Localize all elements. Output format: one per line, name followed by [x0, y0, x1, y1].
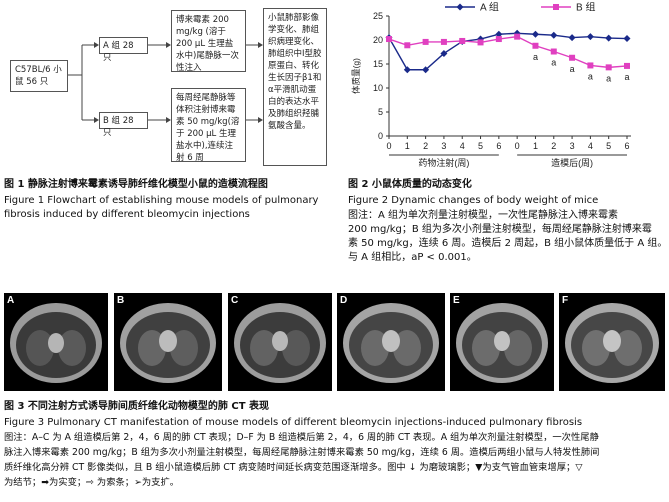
fig1-caption-cn: 图 1 静脉注射博来霉素诱导肺纤维化模型小鼠的造模流程图 — [4, 179, 268, 190]
legend-label-1: A 组 — [480, 1, 499, 14]
series-point-b — [550, 48, 557, 55]
y-tick-label: 15 — [373, 59, 383, 69]
y-axis-label: 体质量(g) — [351, 58, 361, 94]
ct-panel-c: C — [228, 293, 332, 391]
fig2-note-1: 图注：A 组为单次剂量注射模型，一次性尾静脉注入博来霉素 — [348, 210, 619, 221]
x-tick-label: 0 — [386, 141, 391, 151]
fig1-caption-en1: Figure 1 Flowchart of establishing mouse… — [4, 195, 319, 206]
fig3-note-2: 脉注入博来霉素 200 mg/kg；B 组为多次小剂量注射模型，每周经尾静脉注射… — [4, 447, 600, 458]
significance-mark: a — [551, 58, 556, 68]
group-b-box: B 组 28 只 — [99, 112, 148, 138]
y-tick-label: 0 — [378, 131, 383, 141]
series-point-a — [623, 35, 631, 43]
series-point-b — [477, 39, 484, 46]
x-tick-label: 1 — [533, 141, 538, 151]
ct-label-f: F — [562, 295, 569, 306]
significance-mark: a — [606, 73, 611, 83]
series-point-a — [403, 66, 411, 74]
ct-panel-d: D — [337, 293, 445, 391]
series-point-b — [605, 64, 612, 71]
y-tick-label: 20 — [373, 35, 383, 45]
ct-panel-b: B — [114, 293, 222, 391]
x-tick-label: 3 — [441, 141, 446, 151]
fig2-note-2: 200 mg/kg；B 组为多次小剂量注射模型，每周经尾静脉注射博来霉 — [348, 224, 652, 235]
series-point-b — [532, 42, 539, 49]
series-point-b — [422, 38, 429, 45]
series-point-a — [495, 30, 503, 38]
ct-panel-f: F — [559, 293, 665, 391]
series-point-a — [568, 34, 576, 42]
x-tick-label: 5 — [606, 141, 611, 151]
ct-label-a: A — [7, 295, 15, 306]
x-tick-label: 2 — [551, 141, 556, 151]
x-tick-label: 1 — [405, 141, 410, 151]
x-tick-label: 3 — [570, 141, 575, 151]
series-point-a — [531, 30, 539, 38]
y-tick-label: 10 — [373, 83, 383, 93]
x-group-label-after: 造模后(周) — [551, 157, 593, 168]
group-a-protocol: 博来霉素 200 mg/kg (溶于 200 μL 生理盐水中)尾静脉一次性注入 — [171, 10, 246, 73]
fig2-note-4: 与 A 组相比，aP < 0.001。 — [348, 252, 477, 263]
outcome-box: 小鼠肺部影像学变化、肺组织病理变化、肺组织中Ⅰ型胶原蛋白、转化生长因子β1和α平… — [263, 8, 327, 166]
body-weight-chart: 0 5 10 15 20 25 0 1 2 3 4 5 6 0 1 2 3 4 5 6 体质量(g) 药物注射(周) 造模后… — [351, 1, 631, 168]
ct-panel-e: E — [450, 293, 554, 391]
ct-label-d: D — [340, 295, 348, 306]
fig3-note-4: 为结节；➡为实变；⇨ 为索条；➢为支扩。 — [4, 477, 180, 488]
series-line-2 — [388, 35, 628, 69]
start-box: C57BL/6 小鼠 56 只 — [10, 60, 68, 92]
series-point-b — [440, 38, 447, 45]
series-point-b — [495, 36, 502, 43]
fig3-caption-en: Figure 3 Pulmonary CT manifestation of m… — [4, 417, 583, 428]
series-point-b — [587, 62, 594, 69]
flowchart-connectors — [68, 42, 263, 123]
group-a-box: A 组 28 只 — [99, 37, 148, 63]
ct-label-e: E — [453, 295, 460, 306]
x-tick-label: 6 — [624, 141, 629, 151]
series-point-b — [386, 36, 392, 43]
x-tick-label: 0 — [515, 141, 520, 151]
y-tick-label: 25 — [373, 11, 383, 21]
series-point-a — [586, 33, 594, 41]
series-point-a — [440, 49, 448, 57]
significance-mark: a — [570, 64, 575, 74]
series-point-b — [404, 42, 411, 49]
fig2-caption-cn: 图 2 小鼠体质量的动态变化 — [348, 179, 472, 190]
series-point-a — [550, 31, 558, 39]
legend-label-2: B 组 — [576, 1, 595, 14]
series-point-a — [605, 34, 613, 42]
fig2-caption-en: Figure 2 Dynamic changes of body weight … — [348, 195, 599, 206]
fig1-caption-en2: fibrosis induced by different bleomycin … — [4, 209, 250, 220]
x-tick-label: 4 — [460, 141, 465, 151]
ct-label-c: C — [231, 295, 239, 306]
significance-mark: a — [533, 52, 538, 62]
x-tick-label: 4 — [588, 141, 593, 151]
x-tick-label: 2 — [423, 141, 428, 151]
series-point-b — [624, 62, 630, 69]
y-tick-label: 5 — [378, 107, 383, 117]
x-tick-label: 5 — [478, 141, 483, 151]
group-b-protocol: 每周经尾静脉等体积注射博来霉素 50 mg/kg(溶于 200 μL 生理盐水中… — [171, 88, 246, 163]
fig3-note-1: 图注：A–C 为 A 组造模后第 2，4，6 周的肺 CT 表现；D–F 为 B… — [4, 432, 599, 443]
series-point-a — [422, 66, 430, 74]
series-point-b — [569, 54, 576, 61]
significance-mark: a — [588, 71, 593, 81]
ct-label-b: B — [117, 295, 125, 306]
ct-panel-a: A — [4, 293, 108, 391]
fig2-note-3: 素 50 mg/kg，连续 6 周。造模后 2 周起，B 组小鼠体质量低于 A … — [348, 238, 668, 249]
significance-mark: a — [624, 72, 629, 82]
series-point-b — [514, 33, 521, 40]
x-tick-label: 6 — [496, 141, 501, 151]
legend-marker-b — [553, 4, 559, 10]
legend-marker-a — [456, 3, 464, 11]
x-group-label-injection: 药物注射(周) — [418, 157, 469, 168]
fig3-note-3: 质纤维化高分辨 CT 影像类似，且 B 组小鼠造模后肺 CT 病变随时间延长病变… — [4, 462, 583, 473]
series-point-b — [459, 37, 466, 44]
fig3-caption-cn: 图 3 不同注射方式诱导肺间质纤维化动物模型的肺 CT 表现 — [4, 401, 270, 412]
